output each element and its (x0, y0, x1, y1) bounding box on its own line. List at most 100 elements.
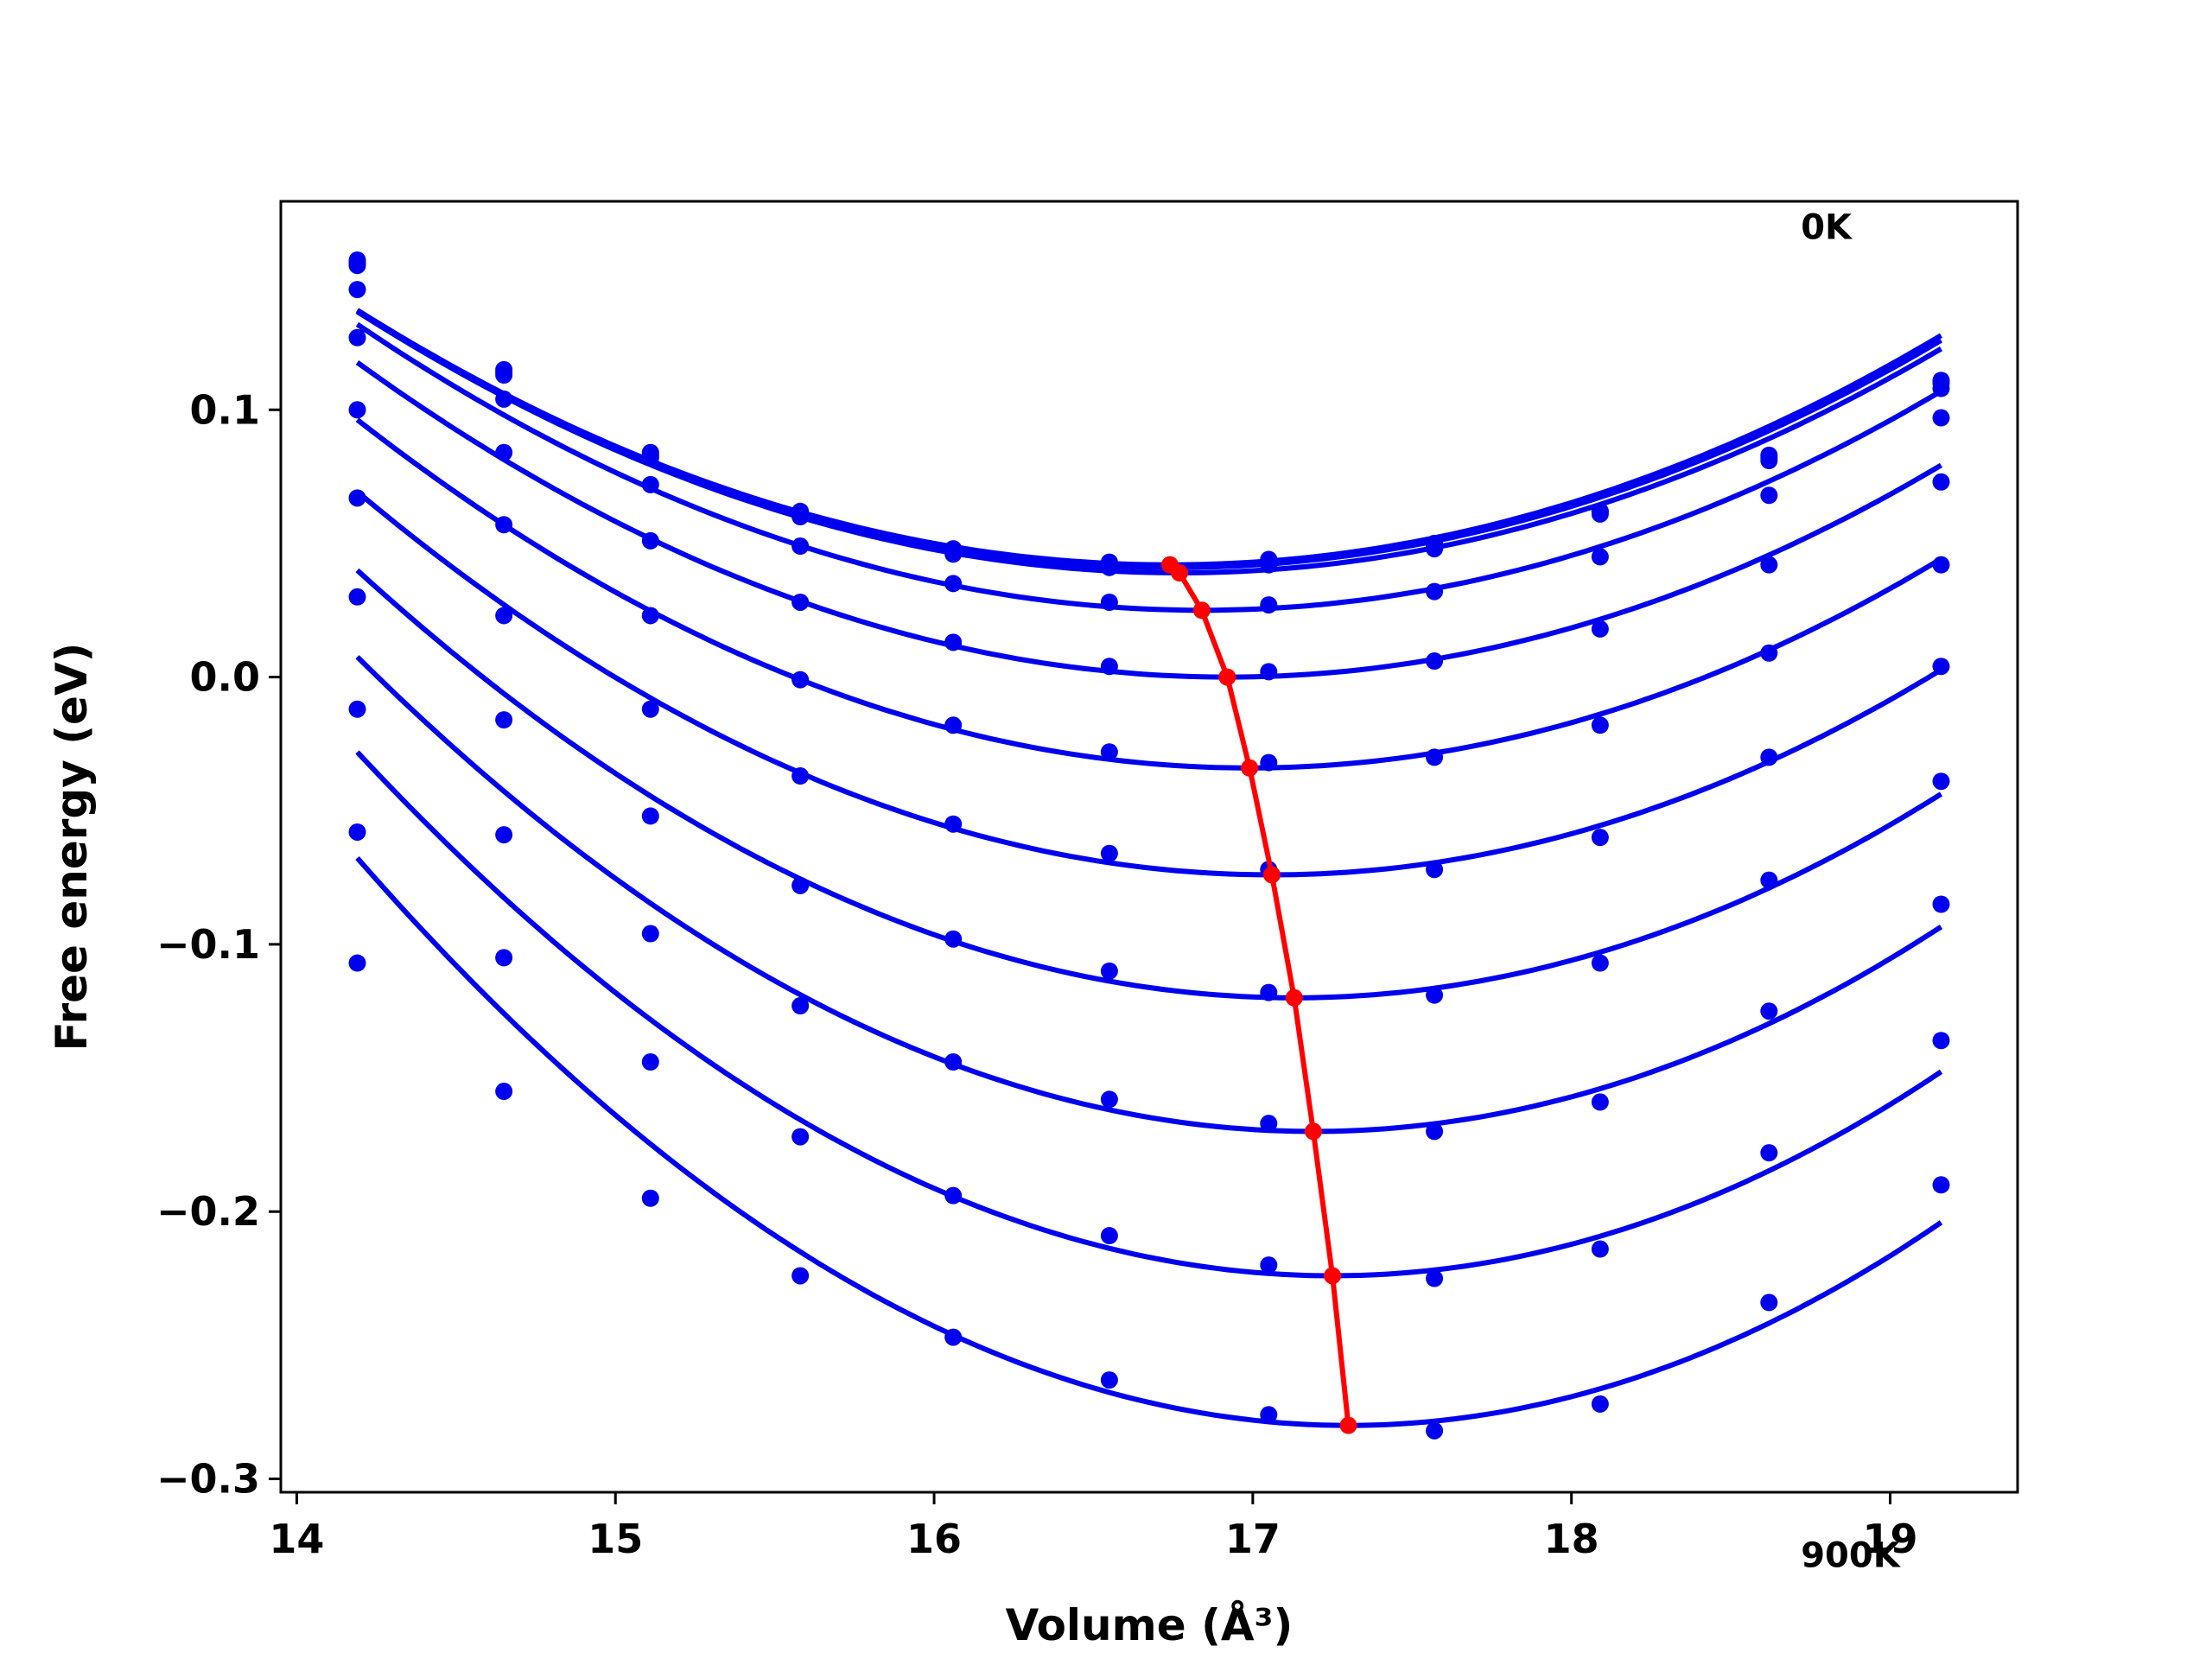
data-point-8-3 (791, 997, 810, 1015)
data-point-3-5 (1100, 593, 1118, 611)
data-point-7-3 (791, 876, 810, 894)
data-point-5-2 (641, 607, 659, 625)
data-point-2-1 (495, 366, 513, 385)
data-point-4-0 (348, 328, 366, 346)
x-tick-label: 17 (1225, 1516, 1281, 1562)
data-point-10-7 (1426, 1421, 1444, 1440)
data-point-9-4 (944, 1186, 963, 1205)
data-point-9-2 (641, 1053, 659, 1071)
data-point-4-7 (1426, 652, 1444, 671)
minimum-point-3 (1218, 668, 1236, 686)
data-point-7-7 (1426, 986, 1444, 1004)
data-point-7-5 (1100, 962, 1118, 980)
data-point-6-9 (1760, 748, 1778, 766)
data-point-2-2 (641, 448, 659, 467)
data-point-3-4 (944, 575, 963, 593)
x-tick-label: 18 (1544, 1516, 1599, 1562)
fit-curve-6 (355, 489, 1943, 878)
data-point-10-10 (1932, 1176, 1950, 1194)
x-axis-title: Volume (Å³) (1006, 1599, 1294, 1650)
data-point-4-4 (944, 633, 963, 652)
data-point-5-0 (348, 401, 366, 419)
x-axis-ticks: 14 15 16 17 18 19 (269, 1492, 1917, 1562)
y-tick-label: −0.2 (156, 1188, 260, 1235)
fit-curve-2 (355, 309, 1943, 575)
annotation-900k: 900K (1801, 1536, 1901, 1576)
data-point-6-5 (1100, 844, 1118, 862)
data-point-7-9 (1760, 871, 1778, 889)
fit-curve-5 (355, 417, 1943, 771)
data-point-9-0 (348, 823, 366, 841)
data-point-6-8 (1591, 829, 1609, 847)
x-tick-label: 19 (1862, 1516, 1917, 1562)
data-point-3-7 (1426, 582, 1444, 601)
data-point-8-5 (1100, 1090, 1118, 1109)
minimum-point-6 (1285, 988, 1303, 1007)
data-point-6-4 (944, 815, 963, 833)
data-point-10-9 (1760, 1294, 1778, 1312)
data-point-9-10 (1932, 1032, 1950, 1050)
data-point-10-4 (944, 1328, 963, 1346)
fit-curve-4 (355, 360, 1943, 680)
data-point-9-7 (1426, 1269, 1444, 1287)
x-tick-label: 16 (906, 1516, 962, 1562)
data-point-3-0 (348, 281, 366, 299)
plot-frame (279, 200, 2019, 1494)
x-tick-label: 14 (269, 1516, 324, 1562)
data-point-5-3 (791, 671, 810, 689)
data-point-3-9 (1760, 486, 1778, 505)
fit-curve-7 (355, 568, 1943, 1001)
data-point-3-8 (1591, 548, 1609, 566)
data-point-3-2 (641, 475, 659, 493)
data-point-2-3 (791, 507, 810, 525)
data-point-5-1 (495, 516, 513, 534)
y-axis-ticks: −0.3 −0.2 −0.1 0.0 0.1 (156, 386, 281, 1503)
data-point-2-4 (944, 545, 963, 563)
data-point-6-3 (791, 767, 810, 785)
data-point-7-0 (348, 588, 366, 606)
data-point-6-2 (641, 700, 659, 718)
data-point-2-0 (348, 257, 366, 275)
data-point-10-0 (348, 954, 366, 972)
data-point-8-10 (1932, 895, 1950, 913)
data-point-3-6 (1260, 596, 1278, 614)
data-point-5-8 (1591, 716, 1609, 734)
minimum-path-line (1168, 563, 1351, 1427)
fit-curve-9 (355, 750, 1943, 1279)
data-point-9-8 (1591, 1240, 1609, 1258)
minimum-point-9 (1339, 1416, 1357, 1434)
x-tick-label: 15 (588, 1516, 643, 1562)
fit-curve-8 (355, 655, 1943, 1135)
data-point-3-10 (1932, 409, 1950, 427)
minimum-point-8 (1324, 1267, 1342, 1285)
data-point-4-6 (1260, 663, 1278, 681)
data-point-10-8 (1591, 1395, 1609, 1413)
data-point-4-3 (791, 593, 810, 611)
data-point-4-5 (1100, 658, 1118, 676)
data-point-2-8 (1591, 505, 1609, 523)
annotation-0k: 0K (1801, 207, 1853, 247)
fit-curves (355, 308, 1943, 1428)
data-point-8-8 (1591, 1093, 1609, 1111)
data-point-4-2 (641, 531, 659, 550)
data-point-5-10 (1932, 556, 1950, 574)
data-points (348, 251, 1950, 1440)
minimum-point-1 (1171, 563, 1189, 582)
data-point-5-5 (1100, 743, 1118, 761)
data-point-4-1 (495, 443, 513, 461)
data-point-7-4 (944, 930, 963, 948)
data-point-9-1 (495, 949, 513, 967)
data-point-8-2 (641, 925, 659, 943)
data-point-8-9 (1760, 1002, 1778, 1020)
data-point-9-9 (1760, 1144, 1778, 1162)
data-point-6-0 (348, 489, 366, 507)
data-point-7-2 (641, 807, 659, 825)
data-point-8-7 (1426, 1122, 1444, 1141)
data-point-7-8 (1591, 954, 1609, 972)
data-point-8-1 (495, 826, 513, 844)
data-point-9-5 (1100, 1227, 1118, 1245)
minimum-point-2 (1192, 601, 1211, 620)
data-point-4-10 (1932, 473, 1950, 491)
data-point-6-1 (495, 607, 513, 625)
data-point-7-1 (495, 711, 513, 729)
